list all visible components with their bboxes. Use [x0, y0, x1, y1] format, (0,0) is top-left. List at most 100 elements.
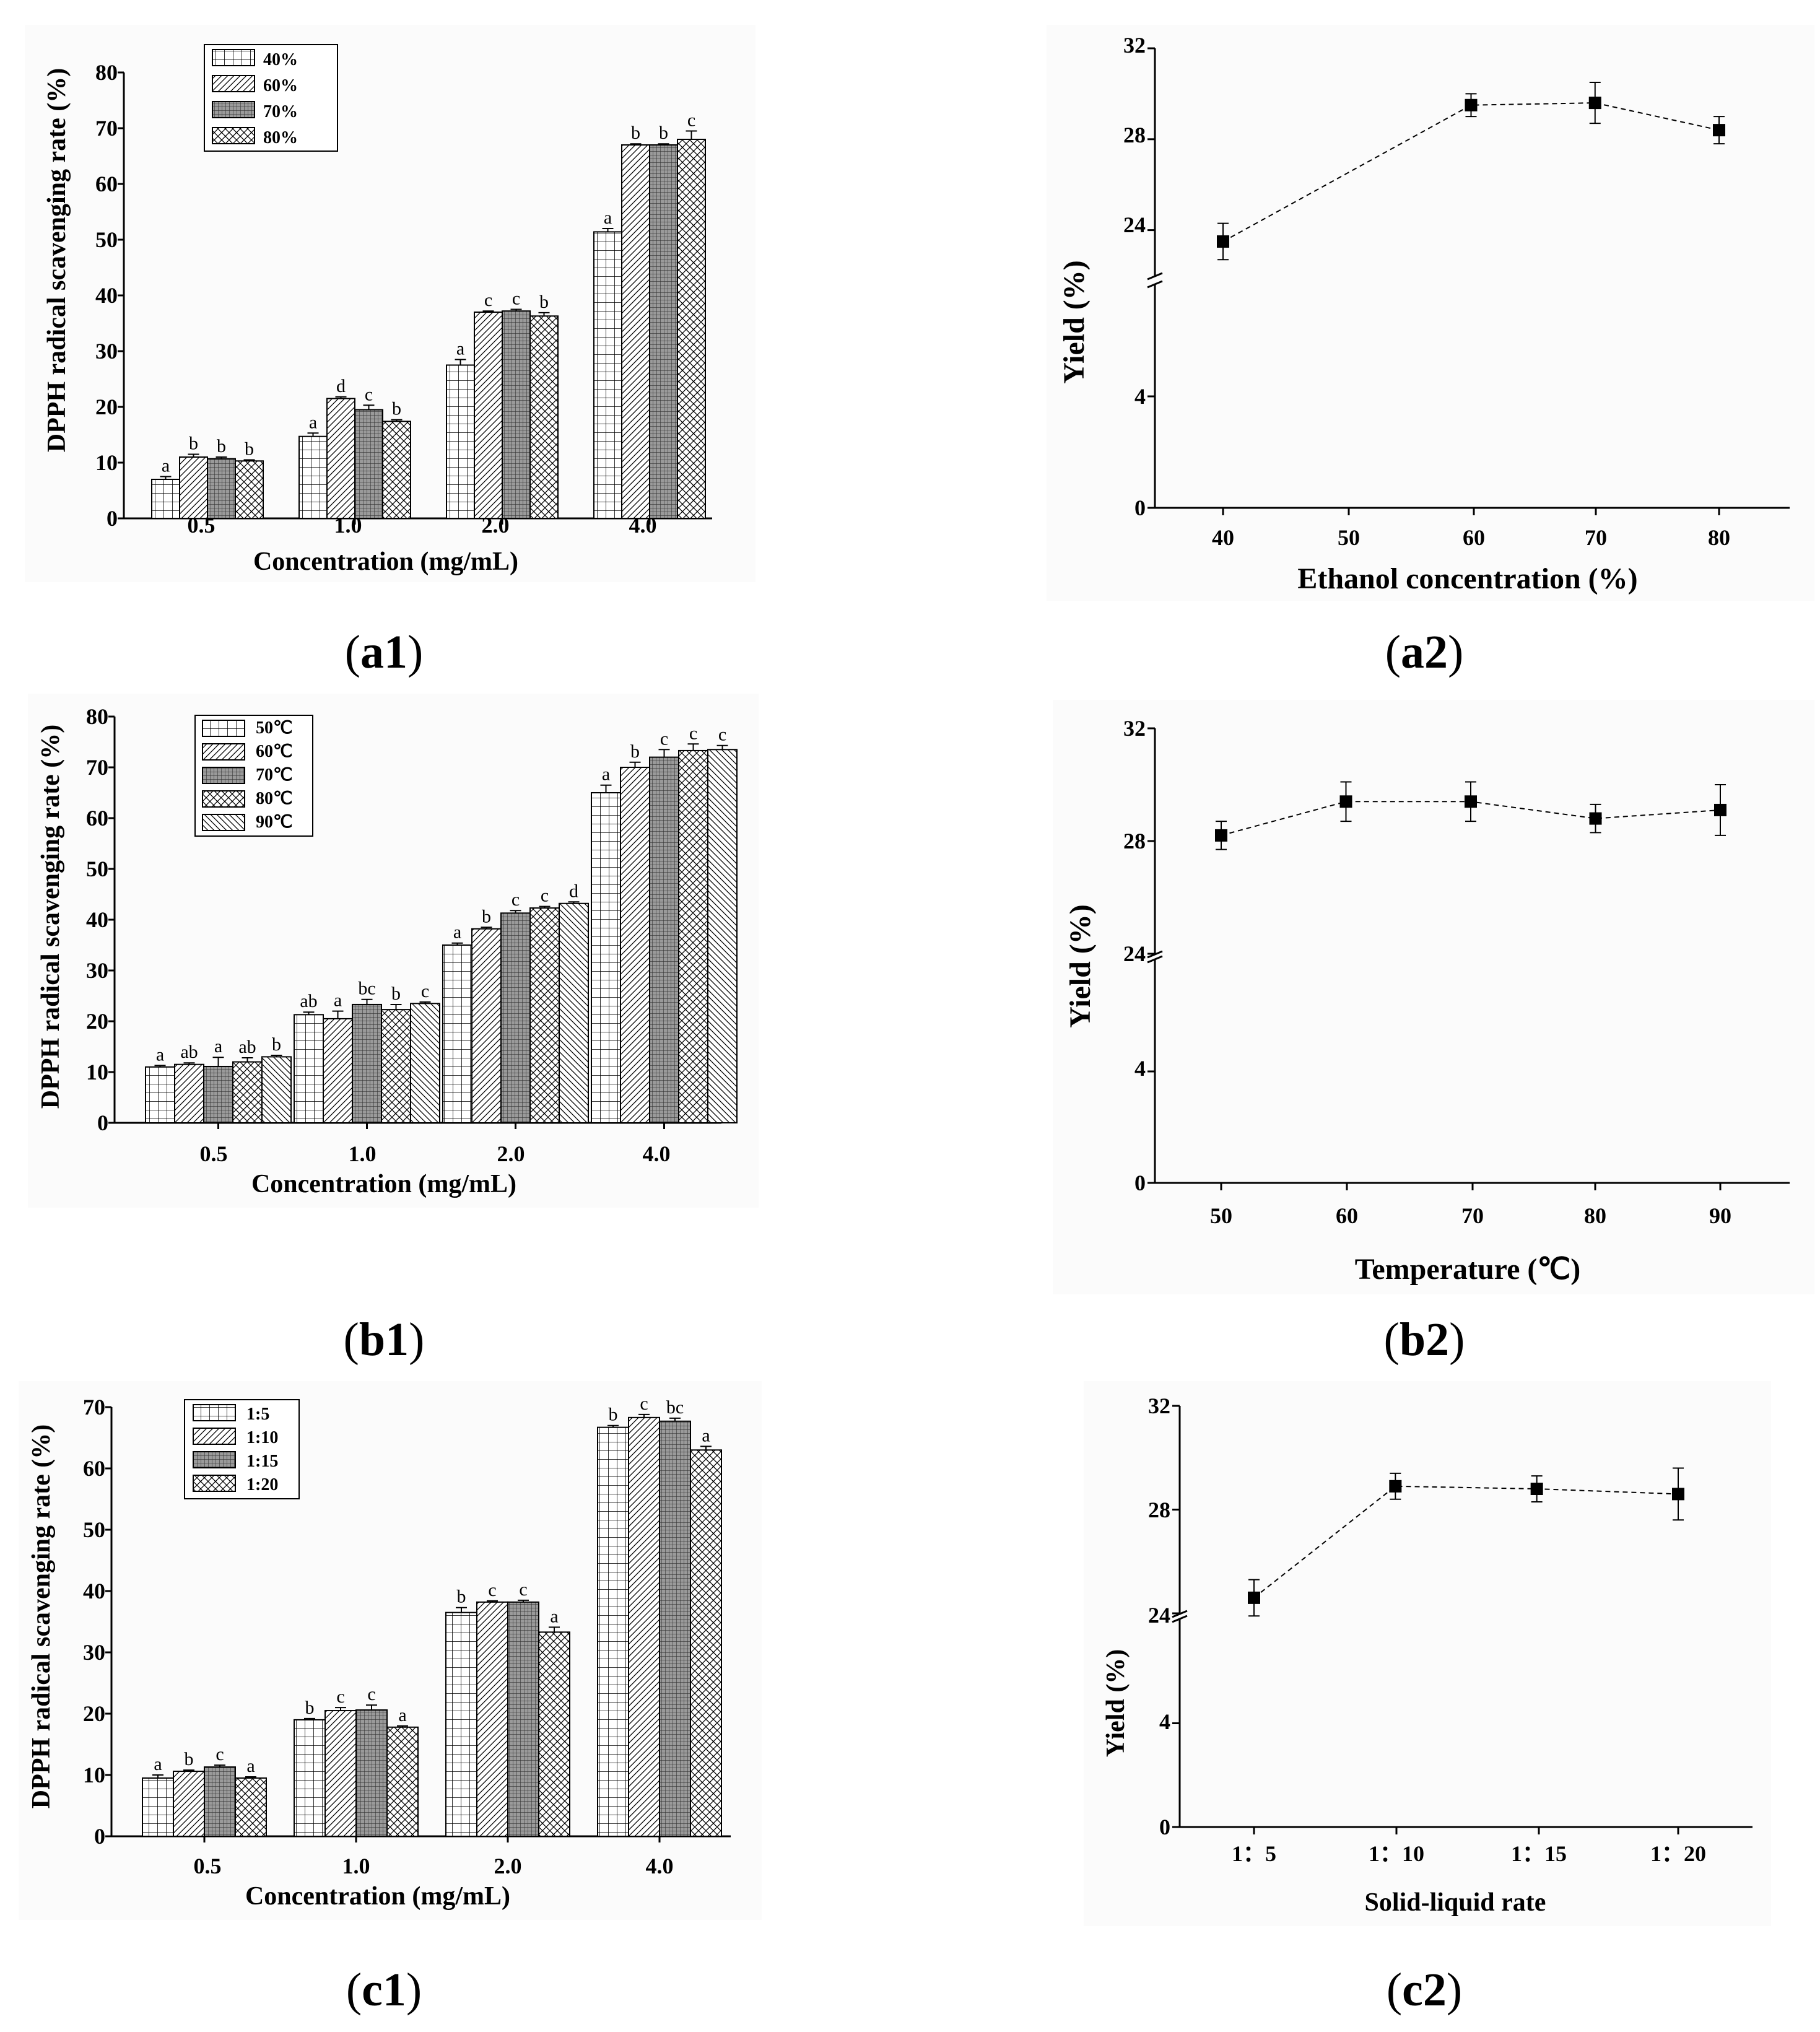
series [1217, 82, 1725, 261]
series [1248, 1467, 1684, 1617]
significance-label: a [702, 1425, 710, 1446]
data-point [1339, 795, 1352, 808]
y-tick-label: 60 [86, 806, 108, 831]
x-tick-labels: 0.5 1.0 2.0 4.0 [194, 1854, 674, 1878]
y-tick-label: 24 [1148, 1603, 1170, 1628]
x-axis-label: Concentration (mg/mL) [251, 1170, 516, 1198]
data-point [1714, 803, 1726, 816]
y-tick-label: 32 [1148, 1393, 1170, 1418]
y-axis-title: DPPH radical scavenging rate (%) [27, 1424, 56, 1809]
data-point [1465, 795, 1477, 808]
axes [1172, 1405, 1753, 1834]
y-tick-label: 10 [83, 1763, 105, 1787]
bar [324, 1710, 357, 1837]
x-axis-label: Concentration (mg/mL) [245, 1882, 510, 1911]
significance-label: a [456, 339, 464, 359]
plot-background [1047, 25, 1814, 601]
y-tick-label: 10 [95, 450, 118, 475]
y-tick-label: 4 [1159, 1709, 1170, 1734]
significance-label: b [609, 1405, 618, 1425]
significance-label: c [484, 290, 492, 310]
x-axis-label: Solid-liquid rate [1365, 1888, 1546, 1917]
y-tick-label: 28 [1123, 829, 1146, 853]
bar [507, 1601, 539, 1837]
bar [538, 1631, 570, 1837]
significance-label: a [309, 412, 317, 432]
bar [151, 479, 180, 519]
y-tick-labels: 0 10 20 30 40 50 60 70 80 [95, 60, 118, 531]
bar [442, 944, 472, 1123]
legend-swatch [193, 1428, 236, 1445]
y-tick-label: 50 [83, 1517, 105, 1542]
bar [678, 749, 708, 1123]
y-tick-label: 50 [95, 227, 118, 252]
bar [559, 902, 589, 1123]
significance-label: c [365, 384, 373, 404]
significance-label: a [604, 207, 612, 228]
bar [294, 1719, 326, 1838]
y-axis-label: DPPH radical scavenging rate (%) [37, 725, 65, 1109]
bar [294, 1014, 324, 1124]
y-axis-title: Yield (%) [1064, 904, 1097, 1028]
legend-label: 60℃ [256, 742, 292, 761]
legend-swatch [193, 1451, 236, 1468]
x-tick-label: 40 [1212, 525, 1234, 550]
significance-label: d [569, 881, 578, 901]
significance-label: b [392, 399, 401, 419]
x-tick-label: 1.0 [342, 1854, 370, 1878]
x-tick-label: 4.0 [646, 1854, 674, 1878]
x-tick-label: 2.0 [497, 1141, 525, 1166]
plot-background [1053, 700, 1814, 1294]
y-tick-label: 70 [95, 116, 118, 141]
bar [591, 792, 621, 1123]
significance-label: c [512, 289, 520, 309]
bar [179, 456, 208, 519]
y-axis-label: DPPH radical scavenging rate (%) [43, 68, 71, 453]
caption-c1: (c1) [346, 1964, 422, 2016]
significance-label: b [631, 123, 640, 143]
legend-swatch [202, 743, 245, 761]
significance-label: b [185, 1749, 194, 1769]
bar [529, 907, 560, 1123]
y-tick-label: 40 [86, 907, 108, 932]
data-point [1217, 235, 1229, 248]
x-tick-label: 50 [1210, 1203, 1232, 1228]
legend-swatch [193, 1475, 236, 1492]
legend-label: 1:10 [246, 1428, 278, 1447]
y-tick-label: 28 [1148, 1498, 1170, 1522]
significance-label: c [689, 723, 697, 743]
chart-c2: Yield (%) Solid-liquid rate 0 4 24 28 32… [1084, 1381, 1771, 1926]
bar [445, 1611, 477, 1837]
bar [410, 1003, 440, 1123]
y-tick-label: 60 [95, 172, 118, 196]
x-tick-label: 50 [1338, 525, 1360, 550]
bar [386, 1726, 419, 1838]
significance-label: c [367, 1684, 375, 1704]
bar [382, 421, 411, 520]
legend: 40% 60% 70% 80% [204, 44, 338, 152]
caption-c2: (c2) [1386, 1964, 1463, 2016]
bar [597, 1426, 629, 1838]
y-tick-label: 20 [95, 395, 118, 419]
y-tick-label: 30 [95, 339, 118, 364]
bar [381, 1009, 411, 1124]
legend-label: 60% [263, 76, 298, 95]
bar [355, 1709, 388, 1837]
caption-b2: (b2) [1383, 1314, 1465, 1366]
significance-label: a [602, 764, 610, 785]
bar [529, 315, 559, 519]
significance-label: ab [180, 1042, 198, 1062]
significance-label: c [541, 886, 549, 906]
bar [476, 1601, 508, 1837]
bar [173, 1771, 205, 1837]
bar [677, 139, 706, 519]
y-axis-title: Yield (%) [1058, 260, 1091, 384]
bar [174, 1063, 204, 1124]
significance-label: c [421, 981, 429, 1001]
y-tick-label: 32 [1123, 716, 1146, 741]
data-point [1589, 812, 1602, 825]
x-tick-label: 1.0 [349, 1141, 377, 1166]
significance-label: ab [300, 991, 317, 1011]
y-axis-title: DPPH radical scavenging rate (%) [37, 725, 65, 1109]
